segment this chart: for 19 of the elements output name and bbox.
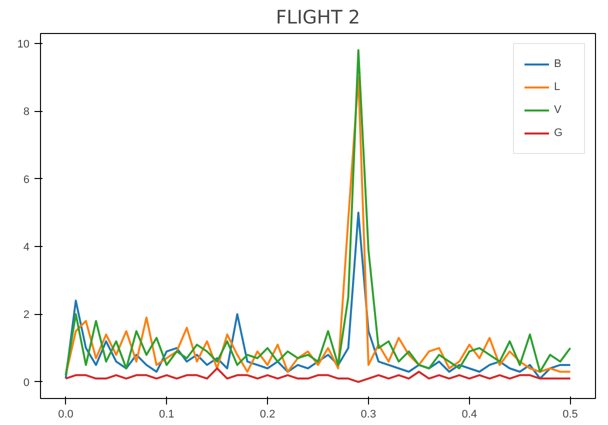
line-series [64,212,572,380]
x-tick-label: 0.1 [158,408,174,420]
y-tick-label: 10 [17,38,30,50]
x-tick-label: 0.2 [260,408,276,420]
x-tick-label: 0.5 [562,408,578,420]
y-tick-label: 6 [23,174,30,186]
x-tick-label: 0.3 [360,408,376,420]
legend-label: L [554,81,562,93]
legend-label: G [554,127,564,139]
y-tick-label: 0 [23,376,30,389]
line-series [64,367,572,383]
y-tick-label: 4 [23,241,30,254]
x-tick-label: 0.0 [58,408,74,420]
y-tick-label: 2 [23,309,30,322]
legend-label: B [554,58,562,70]
chart-title: FLIGHT 2 [276,8,360,28]
y-tick-label: 8 [23,106,30,118]
x-tick-label: 0.4 [462,408,478,420]
legend-label: V [554,104,562,116]
